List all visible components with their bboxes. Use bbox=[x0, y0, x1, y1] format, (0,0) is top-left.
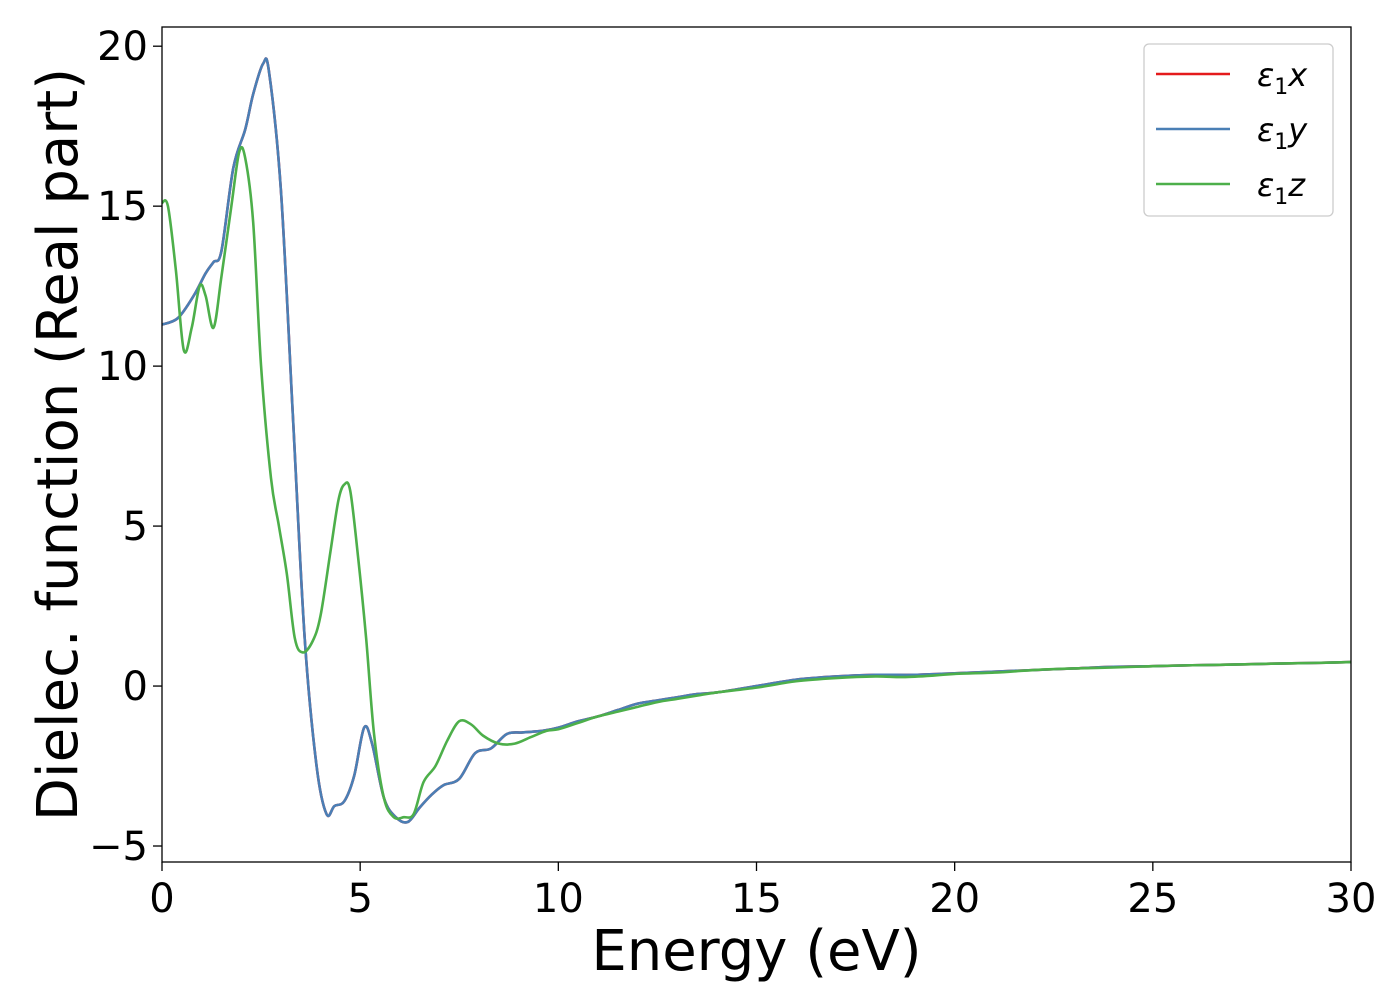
x-tick-label: 30 bbox=[1326, 876, 1377, 922]
y-tick-label: 10 bbox=[97, 344, 148, 390]
legend-box bbox=[1143, 43, 1334, 217]
x-axis: 0 5 10 15 20 25 30 bbox=[149, 862, 1376, 922]
y-tick-label: 5 bbox=[123, 504, 148, 550]
y-tick-label: −5 bbox=[89, 824, 148, 870]
series-layer bbox=[162, 57, 1351, 824]
x-tick-label: 25 bbox=[1127, 876, 1178, 922]
legend-label: ε1x bbox=[1257, 56, 1308, 100]
x-tick-label: 20 bbox=[929, 876, 980, 922]
x-axis-title: Energy (eV) bbox=[591, 919, 921, 984]
y-axis: −5 0 5 10 15 20 bbox=[89, 24, 162, 870]
y-tick-label: 15 bbox=[97, 184, 148, 230]
y-axis-title: Dielec. function (Real part) bbox=[26, 68, 91, 821]
x-tick-label: 15 bbox=[731, 876, 782, 922]
legend: ε1x ε1y ε1z bbox=[1143, 43, 1334, 217]
x-tick-label: 10 bbox=[533, 876, 584, 922]
legend-label: ε1z bbox=[1257, 166, 1306, 210]
legend-label: ε1y bbox=[1257, 111, 1308, 155]
x-tick-label: 5 bbox=[347, 876, 372, 922]
legend-item-y: ε1y bbox=[1156, 111, 1308, 155]
x-tick-label: 0 bbox=[149, 876, 174, 922]
legend-item-z: ε1z bbox=[1156, 166, 1306, 210]
series-line-z bbox=[162, 145, 1351, 821]
y-tick-label: 20 bbox=[97, 24, 148, 70]
y-tick-label: 0 bbox=[123, 664, 148, 710]
legend-item-x: ε1x bbox=[1156, 56, 1308, 100]
